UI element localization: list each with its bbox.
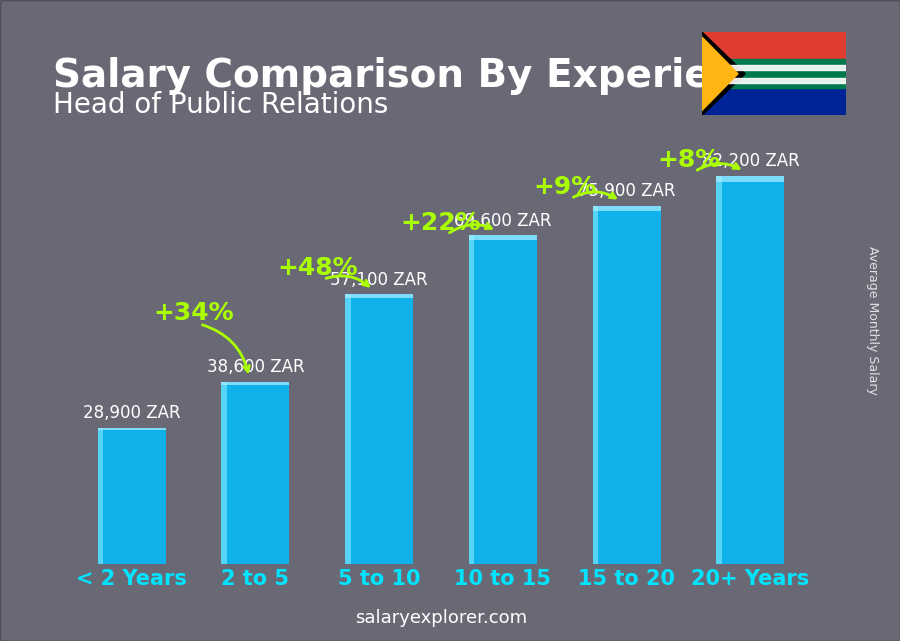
Text: 82,200 ZAR: 82,200 ZAR xyxy=(701,153,799,171)
Text: Head of Public Relations: Head of Public Relations xyxy=(53,90,388,119)
Polygon shape xyxy=(702,32,745,115)
Text: 38,600 ZAR: 38,600 ZAR xyxy=(207,358,304,376)
FancyBboxPatch shape xyxy=(469,235,537,240)
Text: 75,900 ZAR: 75,900 ZAR xyxy=(578,182,675,200)
FancyBboxPatch shape xyxy=(221,382,290,385)
Bar xyxy=(702,78,846,83)
FancyBboxPatch shape xyxy=(469,235,537,564)
FancyBboxPatch shape xyxy=(97,428,166,429)
Text: Average Monthly Salary: Average Monthly Salary xyxy=(867,246,879,395)
FancyBboxPatch shape xyxy=(716,176,785,564)
Bar xyxy=(702,59,846,88)
Text: +8%: +8% xyxy=(657,148,720,172)
Text: +9%: +9% xyxy=(533,175,597,199)
Bar xyxy=(702,74,846,115)
Text: salaryexplorer.com: salaryexplorer.com xyxy=(355,609,527,627)
FancyBboxPatch shape xyxy=(97,428,103,564)
FancyBboxPatch shape xyxy=(345,294,413,299)
Polygon shape xyxy=(702,37,738,110)
Text: 69,600 ZAR: 69,600 ZAR xyxy=(454,212,552,230)
FancyBboxPatch shape xyxy=(592,206,661,564)
Text: +48%: +48% xyxy=(277,256,357,280)
Text: +34%: +34% xyxy=(153,301,234,325)
FancyBboxPatch shape xyxy=(221,382,227,564)
FancyBboxPatch shape xyxy=(97,428,166,564)
FancyBboxPatch shape xyxy=(345,294,413,564)
FancyBboxPatch shape xyxy=(716,176,785,181)
FancyBboxPatch shape xyxy=(469,235,474,564)
Text: Salary Comparison By Experience: Salary Comparison By Experience xyxy=(53,57,788,95)
Text: +22%: +22% xyxy=(400,211,482,235)
FancyBboxPatch shape xyxy=(592,206,661,211)
Text: 28,900 ZAR: 28,900 ZAR xyxy=(83,404,180,422)
Text: 57,100 ZAR: 57,100 ZAR xyxy=(330,271,428,289)
FancyBboxPatch shape xyxy=(716,176,722,564)
Bar xyxy=(702,65,846,69)
FancyBboxPatch shape xyxy=(221,382,290,564)
FancyBboxPatch shape xyxy=(345,294,350,564)
Bar xyxy=(702,32,846,74)
FancyBboxPatch shape xyxy=(592,206,598,564)
